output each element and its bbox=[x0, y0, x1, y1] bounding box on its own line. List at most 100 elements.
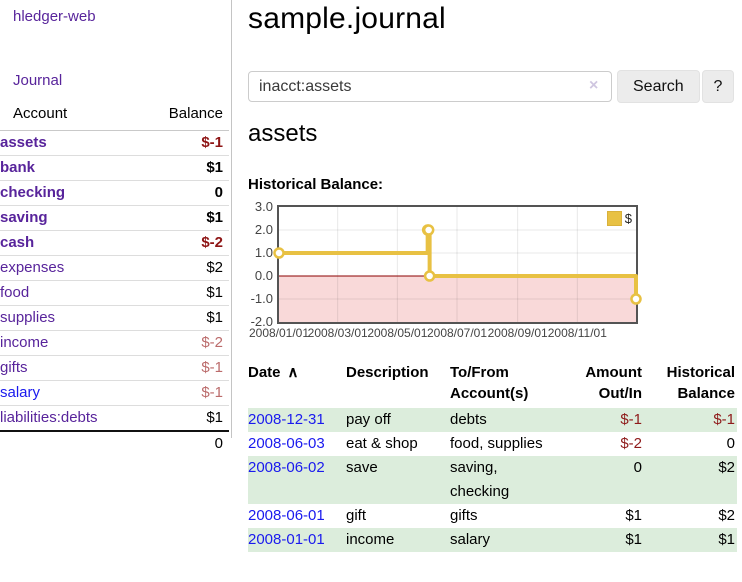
account-balance: 0 bbox=[141, 180, 229, 206]
transaction-date-link[interactable]: 2008-01-01 bbox=[248, 531, 325, 548]
transaction-amount: $-2 bbox=[620, 435, 642, 452]
transaction-amount: $1 bbox=[561, 528, 653, 552]
account-balance: $1 bbox=[141, 405, 229, 432]
transaction-balance: $-1 bbox=[653, 408, 737, 432]
historical-balance-chart[interactable]: $ 3.0 2.0 1.0 0.0 -1.0 -2.0 2008/01/01 2008/03/… bbox=[249, 200, 642, 340]
sidebar: hledger-web Journal Account Balance asse… bbox=[0, 0, 232, 456]
legend-label: $ bbox=[624, 211, 632, 226]
y-axis-tick-label: 3.0 bbox=[254, 199, 273, 214]
account-link-salary[interactable]: salary bbox=[0, 384, 41, 401]
account-row: supplies $1 bbox=[0, 305, 229, 331]
register-header-description: Description bbox=[346, 364, 429, 381]
account-balance: $2 bbox=[141, 255, 229, 281]
account-balance: $-1 bbox=[141, 355, 229, 381]
x-axis-tick-label: 2008/03/01 bbox=[307, 326, 368, 340]
register-header-date[interactable]: Date ∧ bbox=[248, 362, 346, 408]
transaction-amount: $-1 bbox=[561, 408, 653, 432]
account-link-bank[interactable]: bank bbox=[0, 159, 36, 176]
register-row: 2008-06-03 eat & shop food, supplies $-2… bbox=[248, 432, 737, 456]
account-link-cash[interactable]: cash bbox=[0, 234, 35, 251]
register-row: 2008-06-01 gift gifts $1 $2 bbox=[248, 504, 737, 528]
account-link-checking[interactable]: checking bbox=[0, 184, 66, 201]
x-axis-tick-label: 2008/11/01 bbox=[547, 326, 607, 340]
sidebar-item-journal[interactable]: Journal bbox=[13, 72, 63, 89]
account-balance: $-2 bbox=[141, 230, 229, 256]
page-title: sample.journal bbox=[248, 2, 446, 35]
search-button[interactable]: Search bbox=[617, 70, 700, 103]
account-row: expenses $2 bbox=[0, 255, 229, 281]
register-header-balance: Historical Balance bbox=[666, 364, 735, 402]
chart-legend: $ bbox=[606, 211, 632, 226]
transaction-description: save bbox=[346, 456, 450, 504]
transaction-description: pay off bbox=[346, 408, 450, 432]
transaction-description: eat & shop bbox=[346, 435, 418, 452]
transaction-accounts: gifts bbox=[450, 507, 478, 524]
transaction-accounts: debts bbox=[450, 408, 561, 432]
chart-title: Historical Balance: bbox=[248, 176, 384, 193]
accounts-table-header: Account Balance bbox=[0, 104, 229, 131]
register-row: 2008-06-02 save saving, checking 0 $2 bbox=[248, 456, 737, 504]
x-axis-tick-label: 2008/01/01 bbox=[248, 326, 310, 340]
y-axis-tick-label: 0.0 bbox=[254, 268, 273, 283]
clear-search-icon[interactable]: × bbox=[589, 77, 599, 94]
balance-column-header: Balance bbox=[141, 104, 229, 131]
account-link-income[interactable]: income bbox=[0, 334, 49, 351]
search-input[interactable] bbox=[248, 71, 612, 102]
account-balance: $-2 bbox=[141, 330, 229, 356]
account-row: salary $-1 bbox=[0, 380, 229, 406]
transaction-accounts: salary bbox=[450, 528, 561, 552]
accounts-table: Account Balance assets $-1 bank $1 check… bbox=[0, 104, 229, 456]
legend-swatch-icon bbox=[606, 211, 622, 226]
account-link-food[interactable]: food bbox=[0, 284, 30, 301]
account-row: saving $1 bbox=[0, 205, 229, 231]
help-button[interactable]: ? bbox=[702, 70, 734, 103]
account-link-assets[interactable]: assets bbox=[0, 134, 47, 151]
y-axis-tick-label: 2.0 bbox=[254, 222, 273, 237]
account-row: checking 0 bbox=[0, 180, 229, 206]
y-axis-tick-label: 1.0 bbox=[254, 245, 273, 260]
chart-plot-area bbox=[273, 207, 642, 322]
transaction-accounts: saving, checking bbox=[450, 456, 561, 504]
transaction-date-link[interactable]: 2008-06-03 bbox=[248, 435, 325, 452]
account-row: liabilities:debts $1 bbox=[0, 405, 229, 432]
register-header-accounts: To/From Account(s) bbox=[450, 364, 529, 402]
date-header-label: Date bbox=[248, 364, 281, 381]
x-axis-tick-label: 2008/05/01 bbox=[367, 326, 428, 340]
y-axis-tick-label: -1.0 bbox=[250, 291, 273, 306]
accounts-total-row: 0 bbox=[0, 430, 229, 456]
transaction-balance: $2 bbox=[718, 507, 735, 524]
transaction-date-link[interactable]: 2008-06-02 bbox=[248, 459, 325, 476]
register-row: 2008-01-01 income salary $1 $1 bbox=[248, 528, 737, 552]
account-balance: $1 bbox=[141, 305, 229, 331]
brand-link[interactable]: hledger-web bbox=[13, 8, 96, 25]
account-row: assets $-1 bbox=[0, 130, 229, 156]
account-balance: $1 bbox=[141, 205, 229, 231]
account-link-expenses[interactable]: expenses bbox=[0, 259, 65, 276]
y-axis-tick-label: -2.0 bbox=[250, 314, 273, 329]
transaction-description: gift bbox=[346, 507, 367, 524]
account-link-gifts[interactable]: gifts bbox=[0, 359, 28, 376]
account-balance: $1 bbox=[141, 280, 229, 306]
account-row: food $1 bbox=[0, 280, 229, 306]
account-heading: assets bbox=[248, 120, 318, 147]
account-balance: $-1 bbox=[141, 130, 229, 156]
register-header-row: Date ∧ Description To/From Account(s) Amo… bbox=[248, 362, 737, 408]
register-row: 2008-12-31 pay off debts $-1 $-1 bbox=[248, 408, 737, 432]
transaction-amount: 0 bbox=[561, 456, 653, 504]
account-row: cash $-2 bbox=[0, 230, 229, 256]
account-link-supplies[interactable]: supplies bbox=[0, 309, 56, 326]
account-balance: $-1 bbox=[141, 380, 229, 406]
account-row: gifts $-1 bbox=[0, 355, 229, 381]
x-axis-tick-label: 2008/09/01 bbox=[487, 326, 548, 340]
account-balance: $1 bbox=[141, 155, 229, 181]
transaction-amount: $1 bbox=[625, 507, 642, 524]
transaction-date-link[interactable]: 2008-12-31 bbox=[248, 411, 325, 428]
account-link-saving[interactable]: saving bbox=[0, 209, 48, 226]
transaction-date-link[interactable]: 2008-06-01 bbox=[248, 507, 325, 524]
register-header-amount: Amount Out/In bbox=[585, 364, 642, 402]
transaction-balance: $1 bbox=[653, 528, 737, 552]
transaction-balance: $2 bbox=[653, 456, 737, 504]
account-link-liabilities-debts[interactable]: liabilities:debts bbox=[0, 409, 98, 426]
accounts-total-value: 0 bbox=[141, 430, 229, 456]
